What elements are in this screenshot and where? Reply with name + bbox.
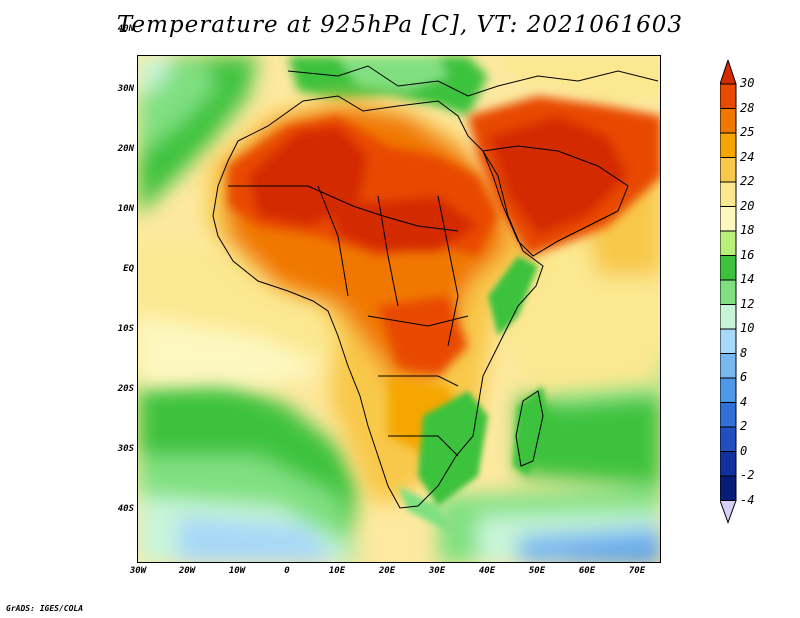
colorbar-box: [720, 83, 737, 109]
lat-label-eq: EQ: [123, 264, 134, 274]
colorbar-label: 28: [740, 100, 755, 115]
border-line-4: [437, 195, 459, 347]
temperature-map: [137, 55, 661, 563]
colorbar-label: 18: [740, 223, 755, 237]
colorbar-label: 8: [740, 345, 748, 360]
lon-label-70e: 70E: [628, 566, 646, 576]
border-line-2: [317, 185, 349, 297]
colorbar-label: 16: [740, 247, 755, 262]
colorbar-label: 25: [740, 125, 755, 139]
lat-label-10n: 10N: [117, 204, 134, 214]
colorbar-box: [720, 181, 737, 207]
border-line-6: [378, 375, 459, 387]
colorbar-box: [720, 377, 737, 403]
colorbar-label: 0: [740, 443, 748, 458]
colorbar-label: 10: [740, 321, 755, 335]
colorbar-label: 12: [740, 296, 755, 311]
colorbar-box: [720, 132, 737, 158]
colorbar-label: 14: [740, 272, 755, 286]
colorbar-label: 6: [740, 370, 748, 384]
colorbar-box: [720, 328, 737, 354]
colorbar-label: 22: [740, 174, 755, 188]
north-atlantic-field: [138, 56, 258, 216]
europe-coastline: [287, 65, 659, 97]
colorbar-box: [720, 157, 737, 183]
lon-label-30e: 30E: [428, 566, 446, 576]
colorbar-bottom-arrow: [720, 500, 737, 524]
lon-label-20e: 20E: [378, 566, 396, 576]
colorbar-label: 2: [740, 419, 748, 433]
colorbar: [720, 60, 737, 524]
colorbar-box: [720, 353, 737, 379]
southern-ocean-field: [138, 356, 660, 562]
map-canvas: [138, 56, 660, 562]
colorbar-box: [720, 206, 737, 232]
colorbar-box: [720, 255, 737, 281]
lon-label-50e: 50E: [528, 566, 546, 576]
lon-label-60e: 60E: [578, 566, 596, 576]
colorbar-box: [720, 279, 737, 305]
border-line-5: [367, 315, 469, 327]
colorbar-box: [720, 230, 737, 256]
colorbar-box: [720, 108, 737, 134]
lon-label-10e: 10E: [328, 566, 346, 576]
border-line-3: [377, 195, 399, 307]
colorbar-label: 24: [740, 149, 755, 164]
border-line-1: [228, 185, 459, 232]
colorbar-box: [720, 475, 737, 501]
grads-credit: GrADS: IGES/COLA: [6, 604, 84, 613]
colorbar-label: 4: [740, 394, 748, 409]
map-title: Temperature at 925hPa [C], VT: 202106160…: [116, 12, 684, 38]
lon-label-40e: 40E: [478, 566, 496, 576]
colorbar-box: [720, 426, 737, 452]
lon-label-30w: 30W: [129, 566, 147, 576]
lon-label-20w: 20W: [178, 566, 196, 576]
colorbar-label: -2: [740, 468, 755, 482]
colorbar-box: [720, 304, 737, 330]
colorbar-box: [720, 451, 737, 477]
madagascar-coastline: [515, 390, 544, 467]
equatorial-atlantic-field: [138, 236, 348, 386]
coastline-outlines: [212, 65, 659, 509]
lon-label-0: 0: [284, 566, 290, 576]
lat-label-30n: 30N: [117, 84, 134, 94]
arabia-hot-field: [468, 96, 660, 256]
lat-label-30s: 30S: [117, 444, 134, 454]
colorbar-label: 20: [740, 198, 755, 213]
colorbar-box: [720, 402, 737, 428]
colorbar-label: -4: [740, 492, 755, 507]
border-line-7: [388, 435, 459, 457]
arabia-coastline: [482, 145, 629, 257]
lat-label-40n: 40N: [117, 24, 134, 34]
colorbar-top-arrow: [720, 60, 737, 85]
lon-label-10w: 10W: [228, 566, 246, 576]
colorbar-label: 30: [740, 76, 755, 90]
lat-label-10s: 10S: [117, 324, 134, 334]
lat-label-20n: 20N: [117, 144, 134, 154]
lat-label-40s: 40S: [117, 504, 134, 514]
africa-coastline: [212, 95, 544, 509]
lat-label-20s: 20S: [117, 384, 134, 394]
